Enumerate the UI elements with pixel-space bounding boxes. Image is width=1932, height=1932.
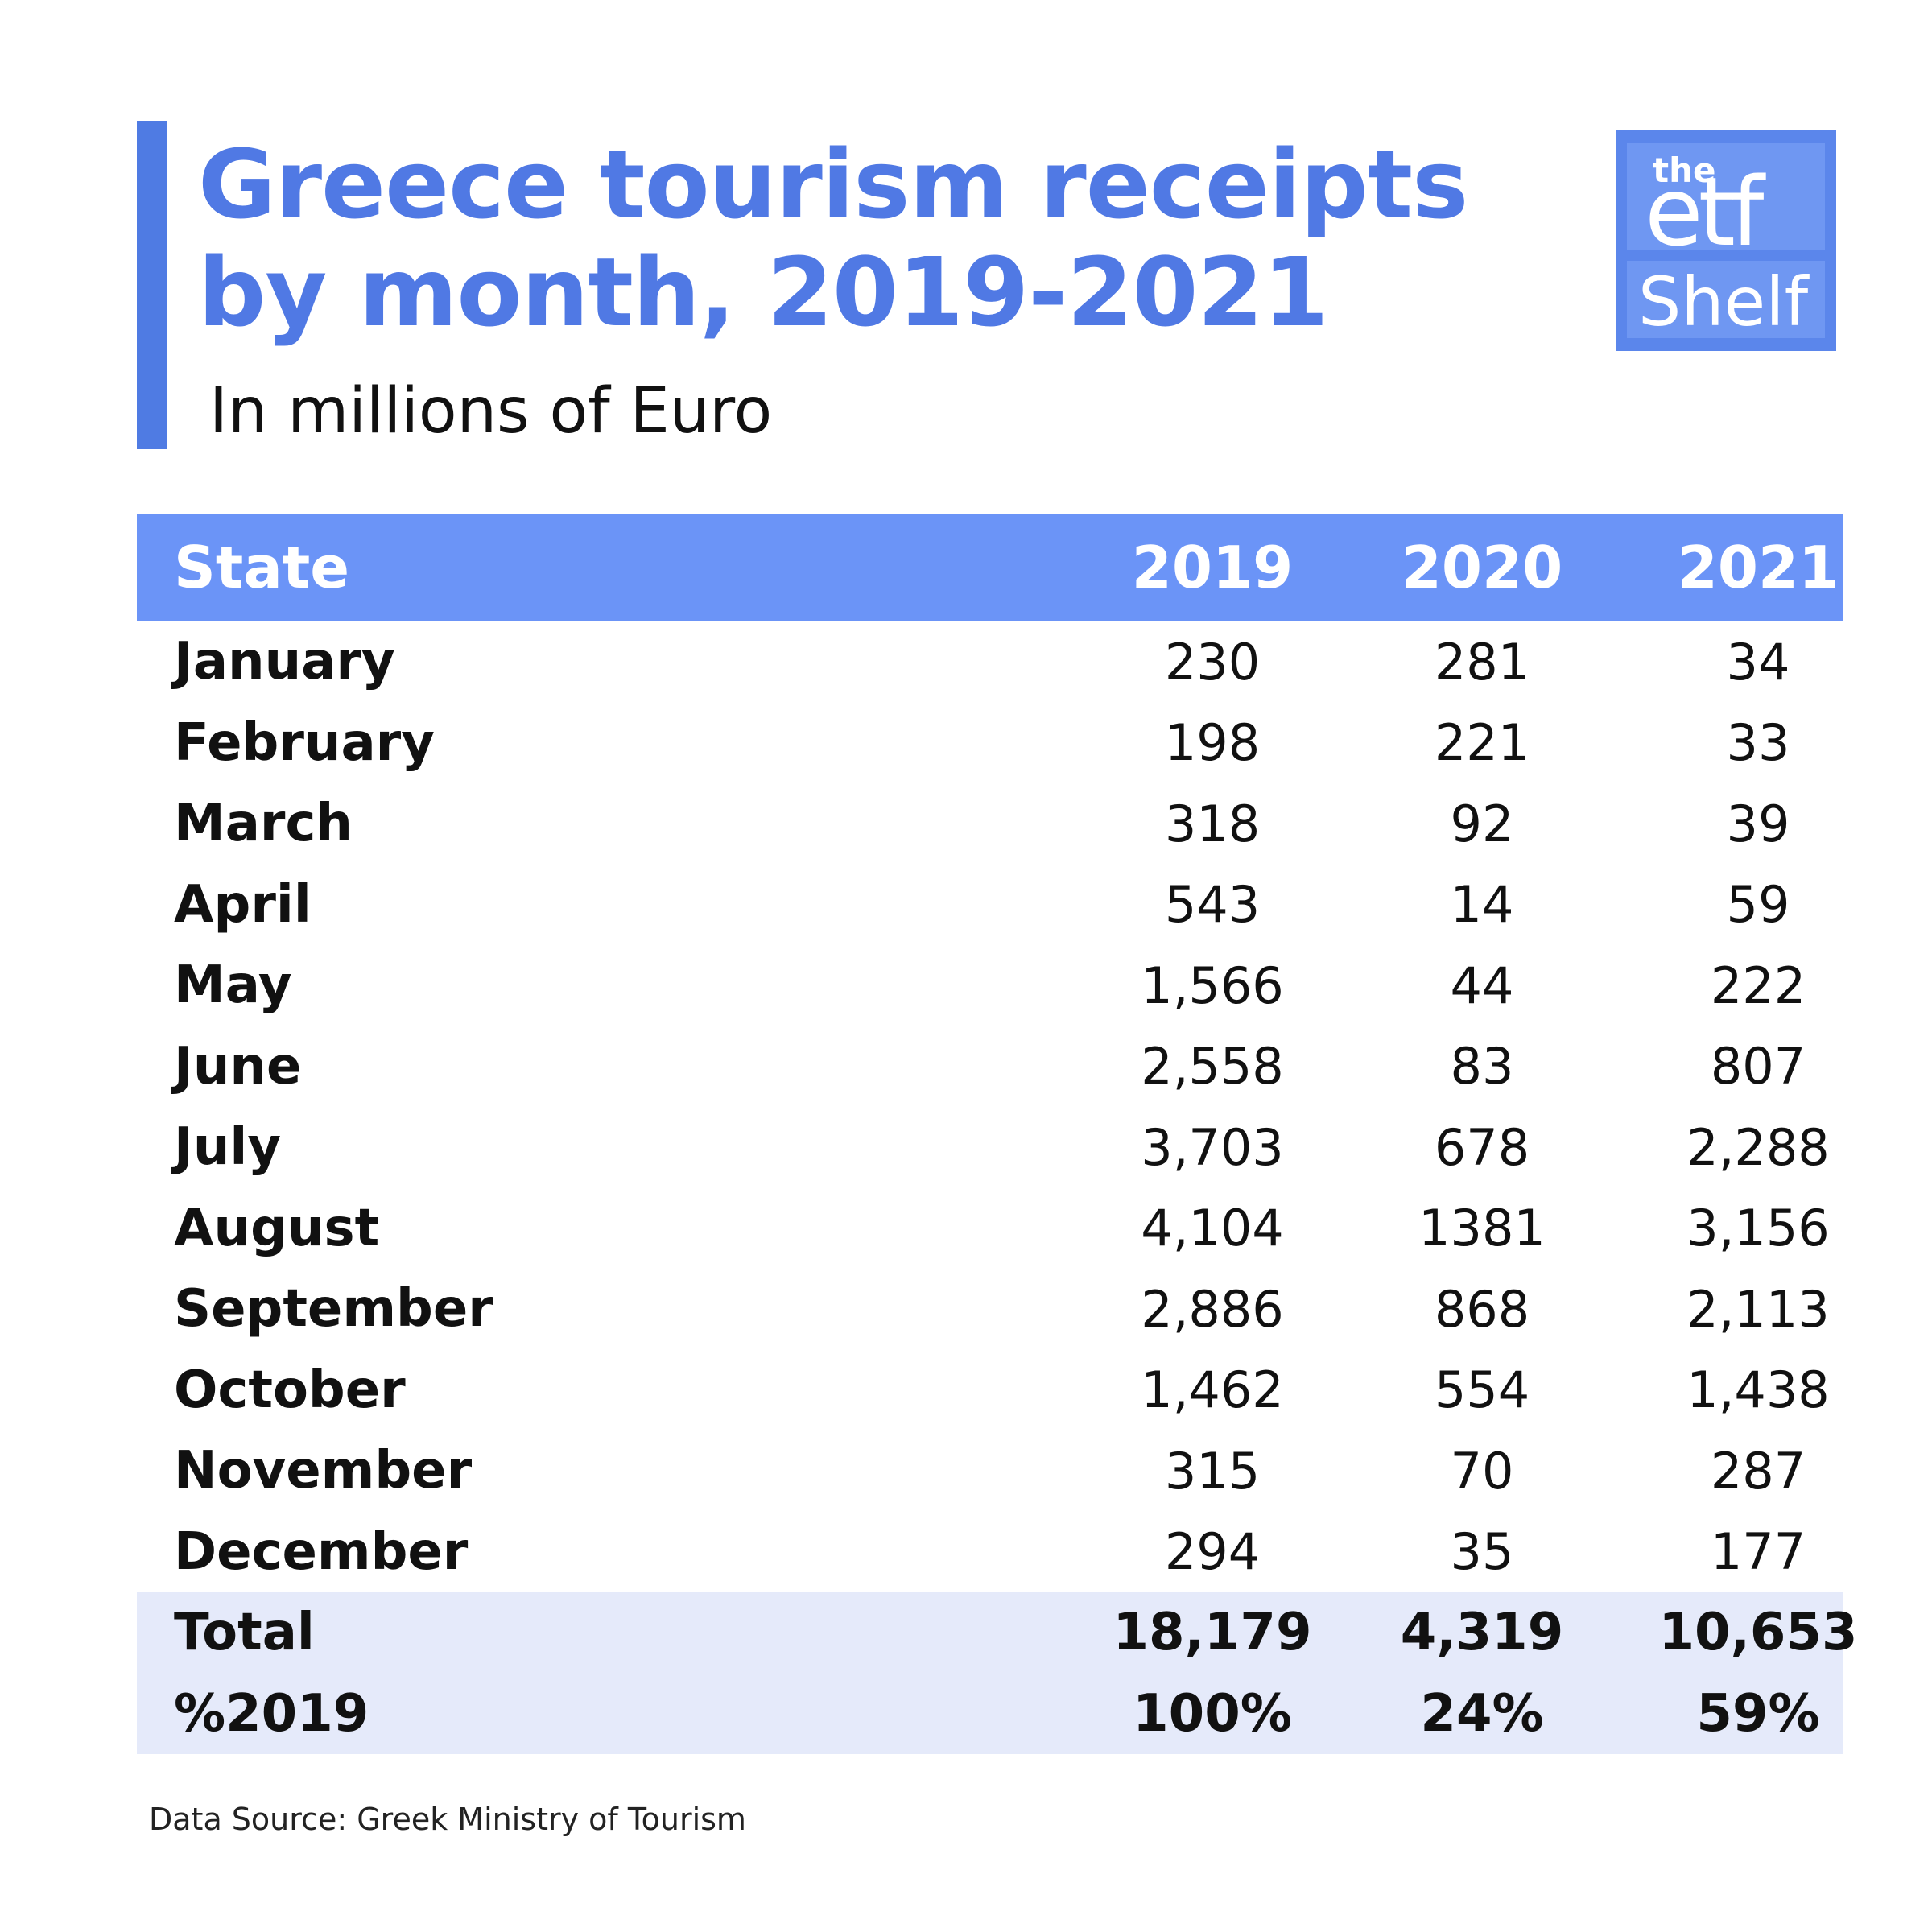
- month-row: January 230 281 34: [137, 621, 1843, 703]
- month-cell-2020: 70: [1450, 1441, 1514, 1501]
- month-cell-2020: 35: [1450, 1522, 1514, 1582]
- month-row: March 318 92 39: [137, 783, 1843, 865]
- receipts-table: State 2019 2020 2021 January 230 281 34 Febr…: [137, 514, 1857, 1755]
- summary-row-label: Total: [174, 1603, 315, 1663]
- header-2019: 2019: [1131, 534, 1294, 601]
- month-cell-2019: 230: [1164, 632, 1261, 691]
- month-cell-2020: 868: [1434, 1279, 1530, 1339]
- month-cell-2020: 14: [1450, 875, 1514, 935]
- month-row-label: June: [174, 1036, 302, 1096]
- logo-bottom-panel: [1627, 261, 1825, 338]
- month-cell-2021: 287: [1710, 1441, 1806, 1501]
- month-cell-2019: 3,703: [1141, 1117, 1284, 1177]
- data-source-note: Data Source: Greek Ministry of Tourism: [149, 1802, 746, 1837]
- month-row-label: September: [174, 1279, 493, 1340]
- month-cell-2019: 315: [1164, 1441, 1261, 1501]
- month-cell-2020: 554: [1434, 1360, 1530, 1420]
- month-cell-2019: 198: [1164, 713, 1261, 773]
- month-cell-2019: 1,462: [1141, 1360, 1284, 1420]
- summary-row: %2019 100% 24% 59%: [137, 1674, 1843, 1755]
- month-cell-2021: 34: [1726, 632, 1790, 691]
- chart-subtitle: In millions of Euro: [209, 375, 773, 448]
- summary-cell-2020: 24%: [1420, 1683, 1544, 1744]
- month-row-label: February: [174, 712, 435, 773]
- month-row: June 2,558 83 807: [137, 1026, 1843, 1108]
- chart-title-line-2: by month, 2019-2021: [198, 237, 1329, 348]
- month-cell-2019: 4,104: [1141, 1199, 1284, 1258]
- summary-row-label: %2019: [174, 1683, 369, 1744]
- month-cell-2019: 1,566: [1141, 956, 1284, 1015]
- month-row: February 198 221 33: [137, 703, 1843, 784]
- title-accent-bar: [137, 121, 167, 449]
- month-cell-2020: 281: [1434, 632, 1530, 691]
- logo-text-shelf: Shelf: [1638, 262, 1809, 341]
- month-cell-2021: 59: [1726, 875, 1790, 935]
- month-cell-2021: 39: [1726, 794, 1790, 853]
- table-body: January 230 281 34 February 198 221 33 March 318 9…: [137, 621, 1843, 1592]
- month-cell-2019: 543: [1164, 875, 1261, 935]
- month-cell-2021: 2,288: [1686, 1117, 1830, 1177]
- month-cell-2021: 222: [1710, 956, 1806, 1015]
- month-cell-2021: 3,156: [1686, 1199, 1830, 1258]
- summary-cell-2021: 10,653: [1658, 1603, 1858, 1663]
- month-row-label: October: [174, 1360, 406, 1420]
- month-cell-2021: 2,113: [1686, 1279, 1830, 1339]
- summary-cell-2019: 18,179: [1113, 1603, 1312, 1663]
- month-cell-2021: 177: [1710, 1522, 1806, 1582]
- month-cell-2019: 2,886: [1141, 1279, 1284, 1339]
- month-row: August 4,104 1381 3,156: [137, 1188, 1843, 1269]
- month-row-label: May: [174, 956, 292, 1016]
- month-row-label: March: [174, 794, 353, 854]
- month-row-label: November: [174, 1441, 473, 1501]
- month-row: May 1,566 44 222: [137, 945, 1843, 1026]
- summary-cell-2020: 4,319: [1400, 1603, 1564, 1663]
- month-cell-2019: 2,558: [1141, 1037, 1284, 1096]
- month-row: July 3,703 678 2,288: [137, 1107, 1843, 1188]
- month-row-label: December: [174, 1521, 469, 1582]
- month-row: October 1,462 554 1,438: [137, 1350, 1843, 1431]
- month-row: September 2,886 868 2,113: [137, 1269, 1843, 1350]
- month-row: April 543 14 59: [137, 865, 1843, 946]
- month-cell-2021: 33: [1726, 713, 1790, 773]
- month-row: December 294 35 177: [137, 1512, 1843, 1593]
- logo-top-panel: [1627, 143, 1825, 250]
- chart-title-line-1: Greece tourism receipts: [198, 129, 1468, 240]
- month-cell-2020: 44: [1450, 956, 1514, 1015]
- month-row-label: January: [174, 632, 395, 692]
- logo-text-etf: etf: [1645, 156, 1764, 267]
- month-cell-2020: 678: [1434, 1117, 1530, 1177]
- month-cell-2020: 83: [1450, 1037, 1514, 1096]
- month-cell-2021: 807: [1710, 1037, 1806, 1096]
- etf-shelf-logo: the etf Shelf: [1616, 130, 1836, 351]
- summary-cell-2019: 100%: [1133, 1683, 1292, 1744]
- header-state: State: [174, 534, 350, 601]
- chart-title: Greece tourism receipts by month, 2019-2…: [198, 130, 1486, 346]
- month-row: November 315 70 287: [137, 1430, 1843, 1512]
- table-summary: Total 18,179 4,319 10,653 %2019 100% 24% 59%: [137, 1592, 1857, 1755]
- month-cell-2021: 1,438: [1686, 1360, 1830, 1420]
- month-row-label: July: [174, 1117, 282, 1178]
- header-2021: 2021: [1677, 534, 1839, 601]
- month-cell-2020: 92: [1450, 794, 1514, 853]
- summary-row: Total 18,179 4,319 10,653: [137, 1592, 1857, 1674]
- logo-text-the: the: [1653, 151, 1716, 190]
- month-cell-2020: 1381: [1418, 1199, 1546, 1258]
- header-2020: 2020: [1401, 534, 1563, 601]
- month-row-label: August: [174, 1198, 380, 1258]
- table-header-row: State 2019 2020 2021: [137, 514, 1843, 621]
- summary-cell-2021: 59%: [1696, 1683, 1820, 1744]
- month-cell-2019: 294: [1164, 1522, 1261, 1582]
- month-row-label: April: [174, 874, 312, 935]
- month-cell-2019: 318: [1164, 794, 1261, 853]
- month-cell-2020: 221: [1434, 713, 1530, 773]
